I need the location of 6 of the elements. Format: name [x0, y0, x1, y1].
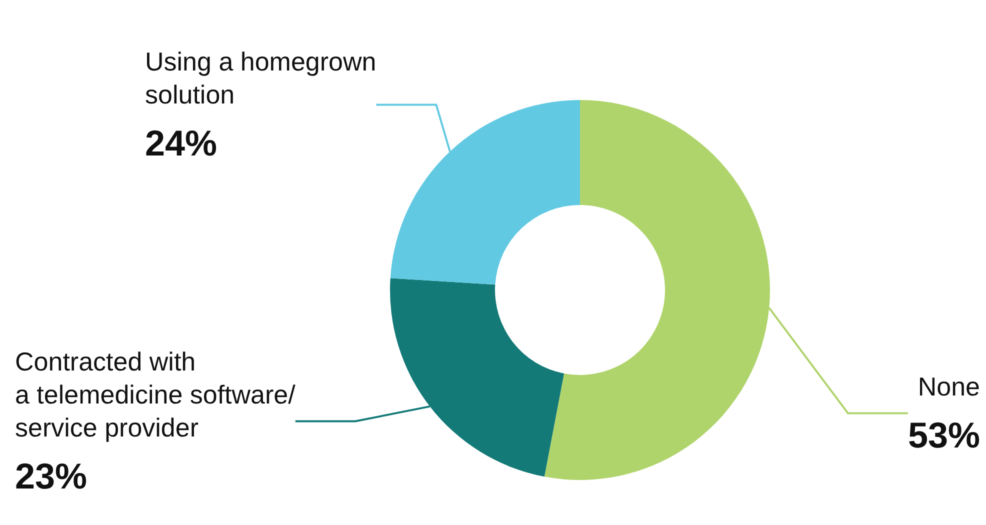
- data-label: 23%: [15, 456, 88, 496]
- slice-label: None: [918, 372, 980, 402]
- data-label: 24%: [145, 122, 218, 164]
- data-label: 53%: [908, 414, 980, 456]
- slice-label: Contracted with a telemedicine software/ service provider: [15, 346, 296, 442]
- slice-label: Using a homegrown solution: [145, 46, 376, 110]
